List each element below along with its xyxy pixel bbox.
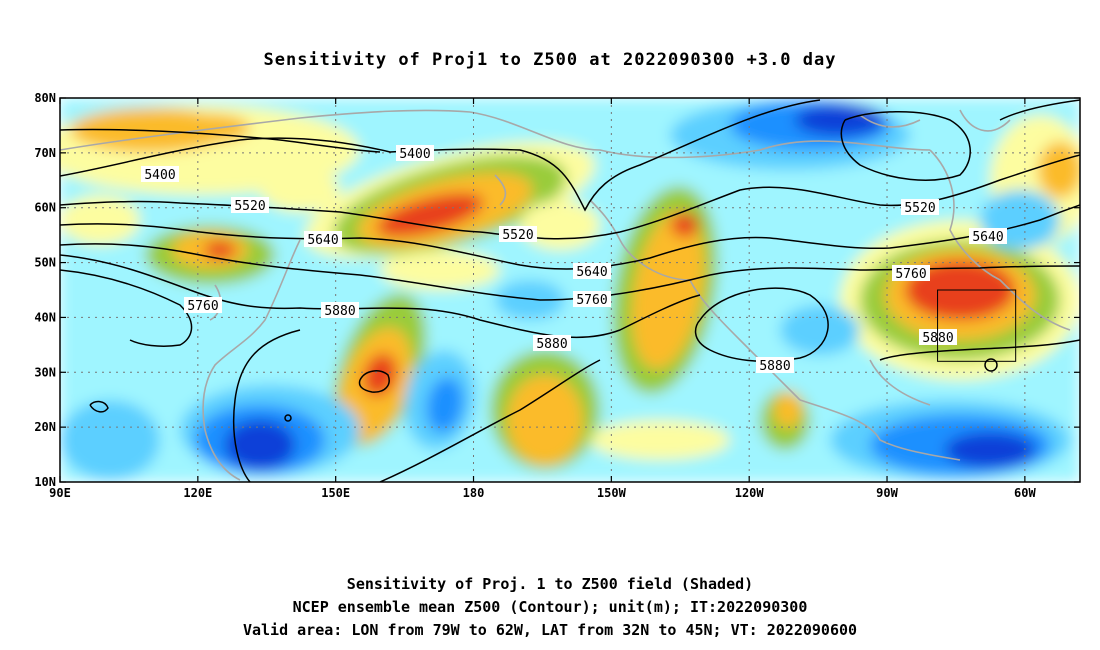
- shade-patch: [380, 250, 500, 290]
- contour-line: [284, 414, 292, 422]
- contour-label-bg: [756, 357, 794, 373]
- contour-line: [60, 99, 821, 212]
- shade-patch: [260, 168, 340, 212]
- shade-patch: [60, 195, 140, 245]
- contour-label: 5640: [307, 233, 338, 248]
- contour-label: 5520: [234, 199, 265, 214]
- axis-tick-labels: 90E 120E 150E 180 150W 120W 90W 60W 80N 70N 60N 50N…: [34, 91, 1036, 500]
- coastline: [859, 109, 1011, 132]
- lon-tick-label: 60W: [1014, 486, 1036, 500]
- plot-title: Sensitivity of Proj1 to Z500 at 20220903…: [263, 50, 837, 70]
- contour-label-bg: [304, 231, 342, 247]
- contour-label: 5400: [144, 168, 175, 183]
- shade-patch: [426, 377, 464, 433]
- contour-label: 5640: [972, 230, 1003, 245]
- shade-patch: [204, 241, 236, 259]
- coastline: [60, 109, 471, 151]
- contour-line: [840, 111, 971, 181]
- contour-line: [60, 254, 701, 339]
- figure-caption: Sensitivity of Proj. 1 to Z500 field (Sh…: [0, 573, 1100, 642]
- shade-patch: [795, 104, 885, 136]
- axis-ticks: [59, 97, 1080, 483]
- contour-line: [232, 329, 301, 482]
- coastline: [799, 399, 961, 461]
- contour-label: 5880: [536, 337, 567, 352]
- caption-line-2: NCEP ensemble mean Z500 (Contour); unit(…: [292, 598, 808, 616]
- coastline: [202, 239, 301, 481]
- lon-tick-label: 150E: [321, 486, 350, 500]
- contour-label: 5880: [324, 304, 355, 319]
- lon-tick-label: 150W: [597, 486, 627, 500]
- contour-label-bg: [892, 265, 930, 281]
- contour-label: 5640: [576, 265, 607, 280]
- contour-label: 5400: [399, 147, 430, 162]
- shade-patch: [780, 305, 860, 355]
- contour-label: 5760: [187, 299, 218, 314]
- contour-label-bg: [321, 302, 359, 318]
- lat-tick-label: 50N: [34, 256, 56, 270]
- contour-line: [379, 359, 601, 482]
- contour-label-bg: [533, 335, 571, 351]
- shade-patch: [60, 400, 160, 480]
- contour-label: 5520: [502, 228, 533, 243]
- lon-tick-label: 180: [463, 486, 485, 500]
- caption-line-1: Sensitivity of Proj. 1 to Z500 field (Sh…: [346, 575, 754, 593]
- contour-label: 5880: [759, 359, 790, 374]
- contour-line: [879, 339, 1080, 361]
- contour-label-bg: [573, 291, 611, 307]
- contour-label-bg: [231, 197, 269, 213]
- shade-patch: [945, 432, 1035, 468]
- coastline: [494, 174, 507, 206]
- shade-patch: [495, 280, 565, 320]
- lat-tick-label: 10N: [34, 475, 56, 489]
- shade-patch: [507, 375, 583, 465]
- shade-patch: [671, 213, 699, 237]
- contour-line: [694, 287, 829, 362]
- caption-line-3: Valid area: LON from 79W to 62W, LAT fro…: [242, 621, 858, 639]
- contour-label-bg: [573, 263, 611, 279]
- shade-patch: [376, 193, 484, 237]
- lon-tick-label: 120E: [183, 486, 212, 500]
- contour-label-bg: [184, 297, 222, 313]
- shade-patch: [631, 210, 705, 370]
- map-frame: [59, 97, 1081, 483]
- shade-patch: [590, 420, 730, 460]
- contour-line: [60, 204, 1080, 270]
- contour-label: 5760: [895, 267, 926, 282]
- lat-tick-label: 80N: [34, 91, 56, 105]
- lat-tick-label: 20N: [34, 420, 56, 434]
- coastline: [869, 359, 931, 406]
- contour-labels: 5400 5400 5520 5520 5520 5640 5640 5640 5760 5760…: [141, 145, 1007, 374]
- lat-tick-label: 30N: [34, 365, 56, 379]
- lat-lon-grid: [60, 98, 1080, 482]
- contour-line: [89, 400, 109, 413]
- contour-line: [999, 99, 1080, 121]
- shade-patch: [774, 392, 802, 428]
- lat-tick-label: 60N: [34, 201, 56, 215]
- lon-tick-label: 90W: [876, 486, 898, 500]
- shade-patch: [225, 420, 295, 470]
- lat-tick-label: 70N: [34, 146, 56, 160]
- contour-label-bg: [396, 145, 434, 161]
- coastline: [469, 111, 931, 159]
- lat-tick-label: 40N: [34, 310, 56, 324]
- contour-label-bg: [499, 226, 537, 242]
- lon-tick-label: 90E: [49, 486, 71, 500]
- lon-tick-label: 120W: [735, 486, 765, 500]
- contour-label: 5520: [904, 201, 935, 216]
- contour-label-bg: [969, 228, 1007, 244]
- contour-line: [358, 370, 390, 393]
- shade-patch: [1038, 142, 1080, 198]
- contour-label: 5760: [576, 293, 607, 308]
- contour-line: [984, 358, 998, 372]
- contour-label-bg: [901, 199, 939, 215]
- contour-line: [60, 128, 381, 153]
- valid-area-box: [937, 289, 1017, 362]
- shade-patch: [170, 114, 250, 142]
- coastline: [929, 149, 1071, 331]
- contour-label-bg: [141, 166, 179, 182]
- sensitivity-shading: [60, 98, 1080, 482]
- contour-line: [60, 269, 193, 347]
